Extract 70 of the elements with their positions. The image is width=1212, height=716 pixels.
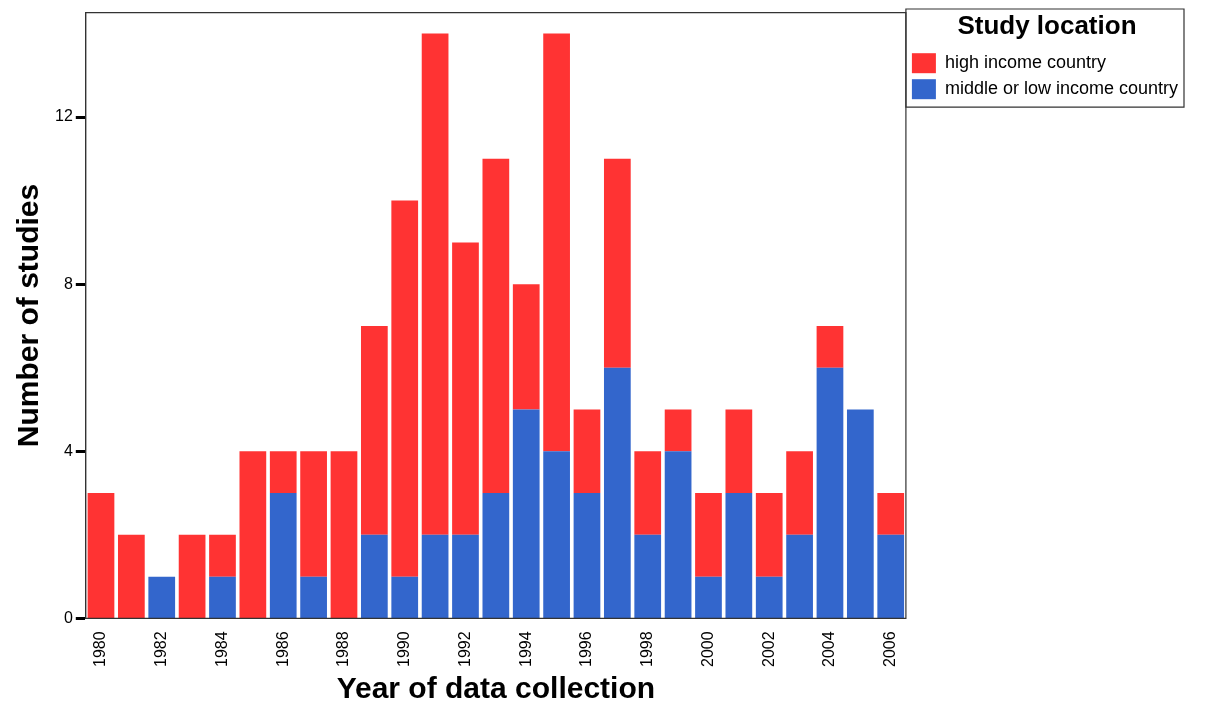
bar (755, 576, 783, 618)
y-tick-label: 0 (63, 608, 73, 626)
bar (877, 493, 905, 535)
bar (360, 534, 388, 618)
x-tick-label: 1982 (152, 631, 170, 667)
bar (755, 493, 783, 577)
bar (391, 576, 419, 618)
x-tick-label: 1988 (334, 631, 352, 667)
bar (482, 493, 510, 618)
bar (634, 451, 662, 535)
x-tick-label: 1996 (577, 631, 595, 667)
bar (452, 534, 479, 618)
bar (512, 284, 540, 410)
x-tick-label: 1984 (212, 631, 230, 667)
x-tick-label: 2006 (881, 631, 899, 667)
bar (573, 409, 601, 494)
x-tick-label: 1990 (395, 631, 413, 667)
bar (786, 534, 813, 618)
legend-label: high income country (944, 52, 1106, 73)
x-tick-label: 2000 (698, 631, 716, 667)
bar (300, 451, 327, 577)
bar (695, 576, 722, 618)
bar (269, 451, 297, 494)
bar (178, 534, 206, 618)
bar (603, 158, 631, 368)
bar (117, 534, 145, 618)
x-tick-label: 1986 (273, 631, 291, 667)
bar (725, 493, 753, 618)
x-tick-label: 1998 (638, 631, 656, 667)
bar (148, 576, 176, 618)
y-tick-label: 12 (55, 107, 73, 125)
bar (543, 451, 570, 618)
bar (816, 325, 844, 368)
x-tick-label: 1994 (516, 631, 534, 667)
bar (421, 33, 449, 535)
bar (360, 325, 388, 535)
bar (877, 534, 905, 618)
legend-title: Study location (957, 10, 1137, 41)
bar (421, 534, 449, 618)
bar (269, 493, 297, 618)
bar (603, 367, 631, 618)
x-tick-label: 1980 (91, 631, 109, 667)
bar (87, 493, 115, 618)
bar (573, 493, 601, 618)
bar (391, 200, 419, 577)
legend-label: middle or low income country (944, 78, 1179, 99)
bar (664, 409, 692, 452)
bar (816, 367, 844, 618)
bar (452, 242, 479, 535)
bar (239, 451, 267, 618)
bar (543, 33, 570, 452)
y-tick-label: 8 (63, 274, 73, 292)
x-tick-label: 2002 (759, 631, 777, 667)
bar (695, 493, 722, 577)
y-axis-title: Number of studies (11, 183, 45, 448)
x-axis-title: Year of data collection (336, 671, 656, 705)
y-tick-label: 4 (63, 441, 73, 459)
x-tick-label: 2004 (820, 631, 838, 667)
bar (846, 409, 874, 618)
bar (300, 576, 327, 618)
bar (209, 576, 236, 618)
bar (786, 451, 813, 535)
bar (725, 409, 753, 494)
bar (330, 451, 358, 618)
x-tick-label: 1992 (455, 631, 473, 667)
bar (209, 534, 236, 577)
bar (512, 409, 540, 618)
bar (664, 451, 692, 618)
bar (482, 158, 510, 494)
bar (634, 534, 662, 618)
